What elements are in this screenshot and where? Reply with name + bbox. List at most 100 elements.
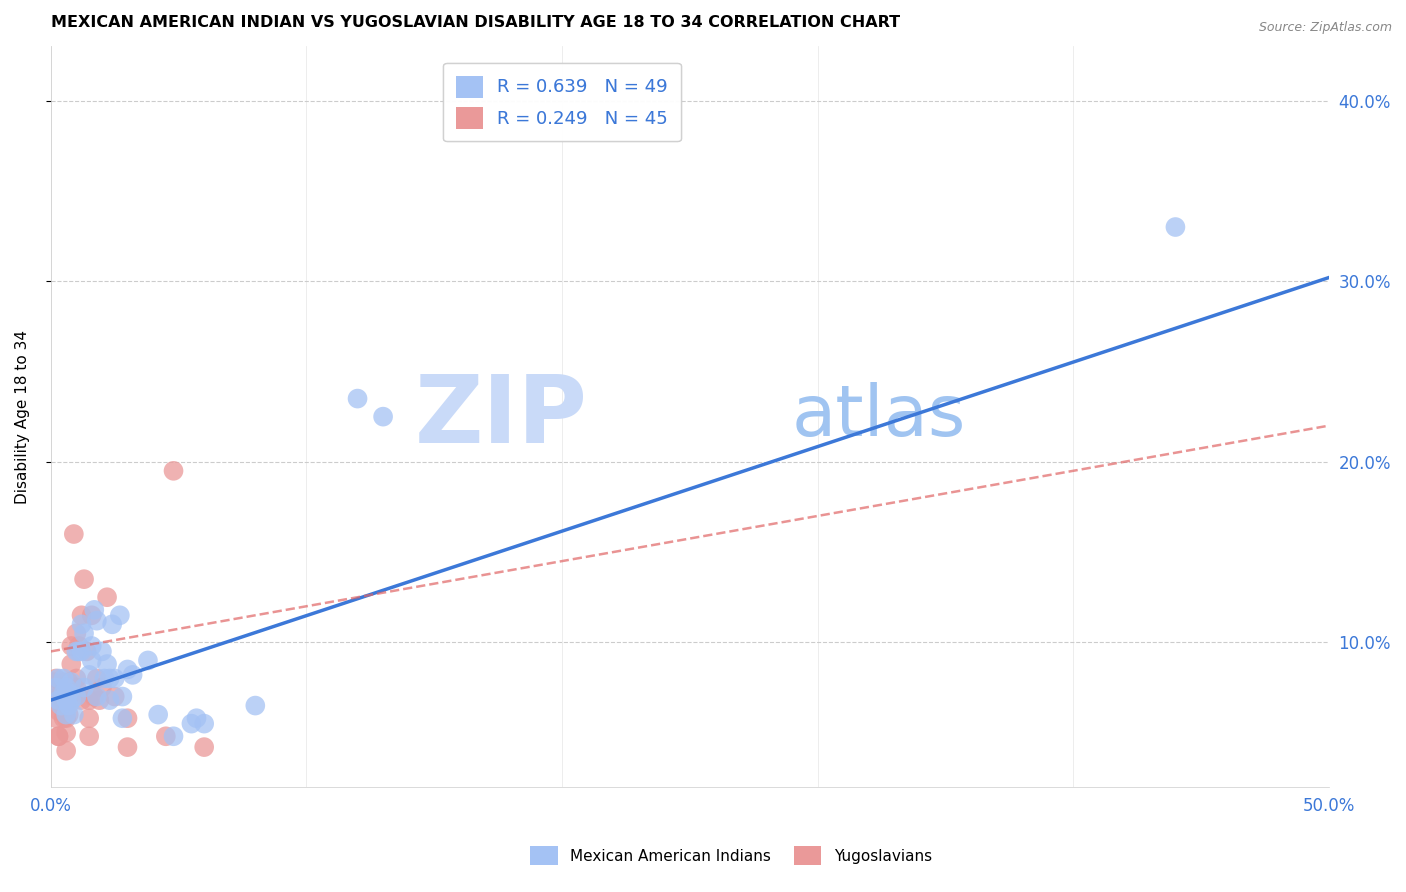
- Point: [73, 681, 96, 695]
- Point: [58, 698, 80, 713]
- Point: [60, 693, 83, 707]
- Point: [162, 729, 184, 743]
- Point: [86, 614, 108, 628]
- Point: [55, 681, 77, 695]
- Point: [80, 653, 103, 667]
- Point: [58, 686, 80, 700]
- Point: [117, 663, 139, 677]
- Text: ZIP: ZIP: [415, 371, 588, 463]
- Point: [104, 672, 127, 686]
- Point: [245, 698, 267, 713]
- Point: [58, 693, 80, 707]
- Point: [55, 744, 77, 758]
- Point: [70, 608, 93, 623]
- Point: [49, 698, 72, 713]
- Point: [111, 690, 134, 704]
- Point: [65, 626, 87, 640]
- Legend: R = 0.639   N = 49, R = 0.249   N = 45: R = 0.639 N = 49, R = 0.249 N = 45: [443, 62, 681, 141]
- Point: [86, 672, 108, 686]
- Point: [45, 693, 67, 707]
- Point: [108, 608, 131, 623]
- Point: [49, 686, 72, 700]
- Point: [117, 740, 139, 755]
- Point: [48, 693, 70, 707]
- Point: [96, 657, 118, 671]
- Point: [60, 675, 83, 690]
- Point: [180, 716, 202, 731]
- Point: [42, 675, 65, 690]
- Point: [91, 681, 114, 695]
- Point: [111, 711, 134, 725]
- Point: [52, 675, 75, 690]
- Point: [162, 464, 184, 478]
- Point: [104, 690, 127, 704]
- Point: [58, 675, 80, 690]
- Point: [98, 693, 121, 707]
- Point: [136, 653, 159, 667]
- Point: [73, 572, 96, 586]
- Point: [67, 639, 90, 653]
- Point: [86, 690, 108, 704]
- Point: [70, 617, 93, 632]
- Point: [77, 729, 100, 743]
- Point: [55, 725, 77, 739]
- Text: Source: ZipAtlas.com: Source: ZipAtlas.com: [1258, 21, 1392, 34]
- Point: [45, 681, 67, 695]
- Point: [67, 644, 90, 658]
- Point: [65, 644, 87, 658]
- Point: [70, 693, 93, 707]
- Point: [121, 668, 143, 682]
- Point: [55, 693, 77, 707]
- Point: [52, 686, 75, 700]
- Point: [80, 608, 103, 623]
- Point: [371, 409, 394, 424]
- Point: [193, 716, 215, 731]
- Point: [60, 686, 83, 700]
- Point: [58, 707, 80, 722]
- Point: [93, 672, 115, 686]
- Point: [96, 591, 118, 605]
- Point: [52, 698, 75, 713]
- Point: [48, 729, 70, 743]
- Point: [48, 729, 70, 743]
- Point: [48, 672, 70, 686]
- Text: atlas: atlas: [792, 382, 966, 451]
- Point: [80, 639, 103, 653]
- Point: [48, 704, 70, 718]
- Point: [155, 729, 177, 743]
- Point: [76, 644, 98, 658]
- Point: [65, 672, 87, 686]
- Point: [65, 681, 87, 695]
- Point: [52, 672, 75, 686]
- Point: [70, 644, 93, 658]
- Point: [45, 672, 67, 686]
- Point: [346, 392, 368, 406]
- Point: [1164, 220, 1187, 235]
- Point: [148, 707, 170, 722]
- Point: [60, 657, 83, 671]
- Text: MEXICAN AMERICAN INDIAN VS YUGOSLAVIAN DISABILITY AGE 18 TO 34 CORRELATION CHART: MEXICAN AMERICAN INDIAN VS YUGOSLAVIAN D…: [51, 15, 900, 30]
- Point: [65, 690, 87, 704]
- Point: [77, 668, 100, 682]
- Point: [98, 672, 121, 686]
- Point: [91, 644, 114, 658]
- Legend: Mexican American Indians, Yugoslavians: Mexican American Indians, Yugoslavians: [524, 840, 938, 871]
- Point: [52, 711, 75, 725]
- Point: [77, 693, 100, 707]
- Point: [186, 711, 208, 725]
- Point: [117, 711, 139, 725]
- Point: [73, 626, 96, 640]
- Point: [101, 617, 124, 632]
- Point: [89, 693, 111, 707]
- Point: [63, 527, 86, 541]
- Point: [60, 639, 83, 653]
- Point: [45, 711, 67, 725]
- Y-axis label: Disability Age 18 to 34: Disability Age 18 to 34: [15, 330, 30, 504]
- Point: [83, 690, 105, 704]
- Point: [55, 707, 77, 722]
- Point: [55, 711, 77, 725]
- Point: [77, 711, 100, 725]
- Point: [83, 603, 105, 617]
- Point: [193, 740, 215, 755]
- Point: [63, 707, 86, 722]
